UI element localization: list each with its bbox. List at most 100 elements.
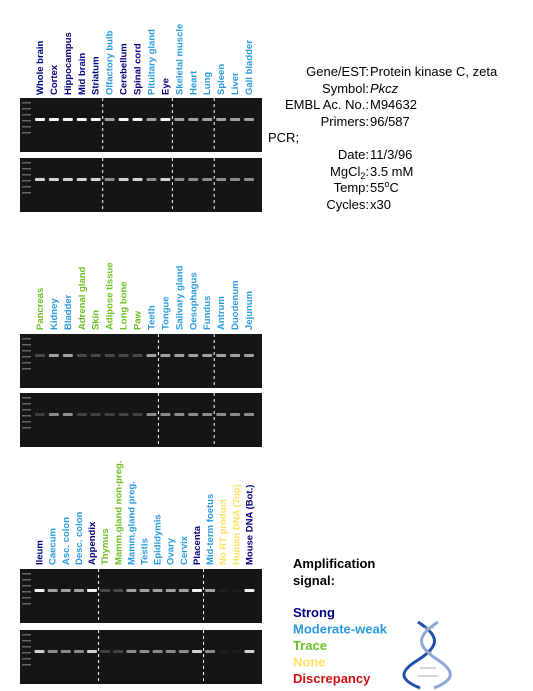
band	[160, 118, 171, 121]
band	[191, 589, 202, 592]
gel	[20, 630, 262, 684]
lane-label: Human DNA (Top)	[231, 484, 242, 565]
ladder-band	[22, 174, 31, 176]
ladder-band	[22, 658, 31, 660]
ladder-band	[22, 579, 31, 581]
subscript: 2	[360, 171, 365, 181]
ladder-band	[22, 597, 31, 599]
info-value: Protein kinase C, zeta	[370, 64, 498, 79]
band	[62, 413, 73, 416]
colon: :	[365, 164, 369, 179]
band	[165, 650, 176, 653]
band	[113, 650, 124, 653]
band	[244, 413, 255, 416]
band	[188, 413, 199, 416]
band	[48, 354, 59, 357]
band	[174, 118, 185, 121]
band	[48, 413, 59, 416]
band	[47, 589, 58, 592]
band	[152, 589, 163, 592]
band	[76, 118, 87, 121]
value: 55	[370, 180, 384, 195]
lane-label: Liver	[230, 72, 241, 95]
ladder-band	[22, 108, 31, 110]
info-label: MgCl2:	[330, 164, 369, 181]
band	[205, 650, 216, 653]
lane-label: Caecum	[48, 528, 59, 565]
band	[104, 118, 115, 121]
lane-label: Cortex	[49, 64, 60, 95]
ladder-band	[22, 186, 31, 188]
band	[132, 354, 143, 357]
band	[90, 413, 101, 416]
ladder-band	[22, 362, 31, 364]
gel	[20, 334, 262, 388]
ladder-band	[22, 415, 31, 417]
panel: Whole brain Cortex Hippocampus Mid brain Str…	[20, 24, 262, 212]
lane-label: Bladder	[63, 294, 74, 330]
band	[216, 118, 227, 121]
legend: Amplification signal:	[293, 556, 375, 588]
band	[146, 354, 157, 357]
band	[216, 413, 227, 416]
info-block: Gene/EST: Protein kinase C, zeta Symbol:…	[268, 64, 498, 212]
info-label: Primers:	[321, 114, 369, 129]
lane-label: Duodenum	[230, 280, 241, 330]
band	[104, 413, 115, 416]
band	[87, 650, 98, 653]
lane-label: Lung	[202, 72, 213, 95]
lane-label: Hippocampus	[63, 32, 74, 95]
band	[218, 589, 229, 592]
info-value: 3.5 mM	[370, 164, 413, 179]
ladder-band	[22, 573, 31, 575]
band	[216, 354, 227, 357]
band	[60, 589, 71, 592]
band	[48, 178, 59, 181]
band	[230, 413, 241, 416]
band	[188, 178, 199, 181]
ladder-band	[22, 344, 31, 346]
ladder-band	[22, 646, 31, 648]
band	[126, 589, 137, 592]
legend-title: Amplification	[293, 556, 375, 571]
ladder-band	[22, 180, 31, 182]
band	[202, 178, 213, 181]
band	[146, 178, 157, 181]
band	[34, 178, 45, 181]
ladder-band	[22, 356, 31, 358]
band	[76, 178, 87, 181]
lane-label: Skeletal muscle	[174, 24, 185, 95]
band	[216, 178, 227, 181]
lane-label: Gall bladder	[244, 40, 255, 95]
ladder-band	[22, 102, 31, 104]
gel	[20, 98, 262, 152]
band	[231, 589, 242, 592]
band	[132, 118, 143, 121]
band	[126, 650, 137, 653]
lane-label: Mouse DNA (Bot.)	[244, 485, 255, 565]
band	[47, 650, 58, 653]
band	[152, 650, 163, 653]
band	[113, 589, 124, 592]
band	[76, 413, 87, 416]
band	[244, 118, 255, 121]
ladder-band	[22, 421, 31, 423]
band	[62, 178, 73, 181]
lane-label: Long bone	[119, 281, 130, 330]
band	[230, 178, 241, 181]
band	[244, 650, 255, 653]
band	[230, 354, 241, 357]
dna-icon	[402, 620, 452, 690]
lane-label: Kidney	[49, 298, 60, 330]
band	[34, 650, 45, 653]
band	[178, 650, 189, 653]
band	[76, 354, 87, 357]
ladder-band	[22, 397, 31, 399]
band	[178, 589, 189, 592]
label: MgCl	[330, 164, 360, 179]
ladder-band	[22, 403, 31, 405]
band	[188, 118, 199, 121]
band	[218, 650, 228, 653]
panel: Ileum Caecum Asc. colon Desc. colon Appendix…	[20, 461, 262, 684]
